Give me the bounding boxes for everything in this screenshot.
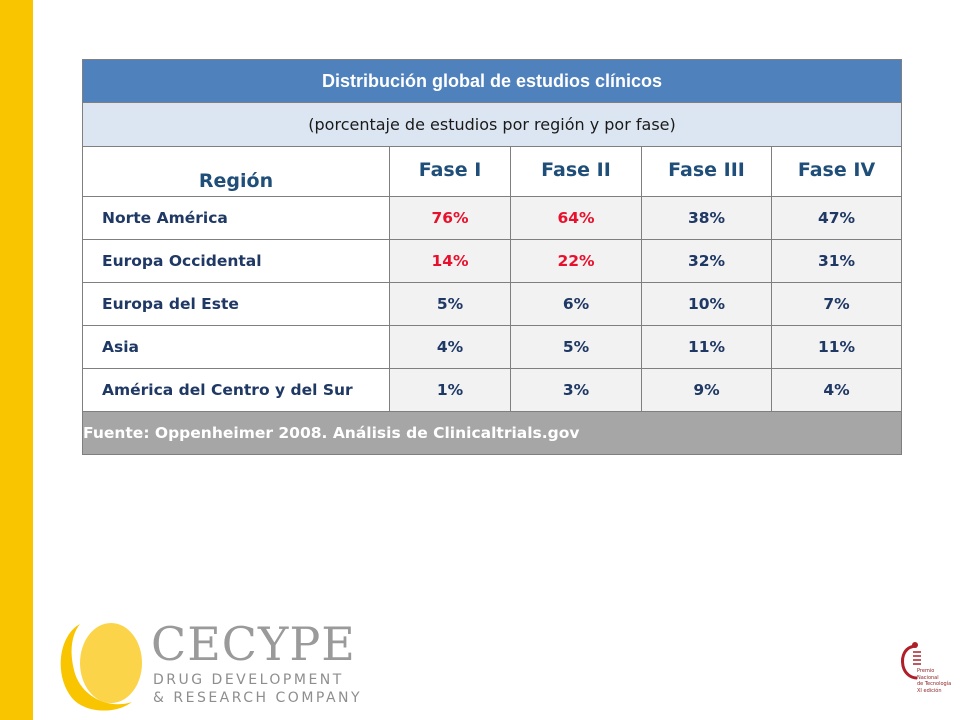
- value-cell: 38%: [641, 196, 772, 240]
- logo-wordmark: CECYPE: [151, 617, 356, 671]
- table-subtitle-row: (porcentaje de estudios por región y por…: [81, 102, 903, 147]
- value-cell: 14%: [389, 239, 511, 283]
- value-cell: 4%: [770, 368, 903, 412]
- value-cell: 4%: [389, 325, 511, 369]
- table-header-row: Región Fase I Fase II Fase III Fase IV: [82, 146, 903, 197]
- logo-tagline-line1: DRUG DEVELOPMENT: [153, 672, 344, 688]
- value-cell: 11%: [770, 325, 903, 369]
- value-cell: 1%: [389, 368, 511, 412]
- value-cell: 5%: [510, 325, 642, 369]
- value-cell: 6%: [510, 282, 642, 326]
- award-line: XI edición: [917, 687, 942, 694]
- value-cell: 10%: [641, 282, 772, 326]
- table-row: Asia 4% 5% 11% 11%: [82, 325, 903, 369]
- value-cell: 31%: [770, 239, 903, 283]
- column-header-phase-4: Fase IV: [770, 146, 903, 197]
- table-title-row: Distribución global de estudios clínicos: [81, 59, 903, 103]
- table-row: América del Centro y del Sur 1% 3% 9% 4%: [82, 368, 903, 412]
- column-header-phase-1: Fase I: [389, 146, 511, 197]
- column-header-region: Región: [82, 146, 390, 197]
- source-note: Fuente: Oppenheimer 2008. Análisis de Cl…: [81, 411, 903, 455]
- cecype-logo: CECYPE DRUG DEVELOPMENT & RESEARCH COMPA…: [50, 618, 360, 713]
- value-cell: 7%: [770, 282, 903, 326]
- table-row: Europa del Este 5% 6% 10% 7%: [82, 282, 903, 326]
- award-badge: Premio Nacional de Tecnología XI edición: [895, 640, 957, 718]
- column-header-phase-2: Fase II: [510, 146, 642, 197]
- column-header-phase-3: Fase III: [641, 146, 772, 197]
- left-accent-bar: [0, 0, 33, 720]
- table-source-row: Fuente: Oppenheimer 2008. Análisis de Cl…: [81, 411, 903, 455]
- value-cell: 9%: [641, 368, 772, 412]
- award-emblem-icon: [901, 642, 921, 680]
- region-cell: Europa del Este: [82, 282, 390, 326]
- value-cell: 76%: [389, 196, 511, 240]
- table-subtitle: (porcentaje de estudios por región y por…: [81, 102, 903, 147]
- value-cell: 64%: [510, 196, 642, 240]
- award-line: de Tecnología: [917, 681, 952, 687]
- value-cell: 3%: [510, 368, 642, 412]
- award-text: Premio Nacional de Tecnología XI edición: [917, 668, 951, 694]
- value-cell: 32%: [641, 239, 772, 283]
- value-cell: 5%: [389, 282, 511, 326]
- region-cell: Norte América: [82, 196, 390, 240]
- logo-tagline-line2: & RESEARCH COMPANY: [153, 690, 363, 706]
- table-title: Distribución global de estudios clínicos: [81, 59, 903, 103]
- clinical-studies-table: Distribución global de estudios clínicos…: [81, 59, 903, 455]
- region-cell: América del Centro y del Sur: [82, 368, 390, 412]
- table-row: Norte América 76% 64% 38% 47%: [82, 196, 903, 240]
- table-row: Europa Occidental 14% 22% 32% 31%: [82, 239, 903, 283]
- value-cell: 11%: [641, 325, 772, 369]
- award-line: Nacional: [917, 674, 939, 681]
- crescent-logo-icon: [60, 623, 142, 711]
- region-cell: Asia: [82, 325, 390, 369]
- award-line: Premio: [917, 668, 935, 674]
- value-cell: 22%: [510, 239, 642, 283]
- value-cell: 47%: [770, 196, 903, 240]
- region-cell: Europa Occidental: [82, 239, 390, 283]
